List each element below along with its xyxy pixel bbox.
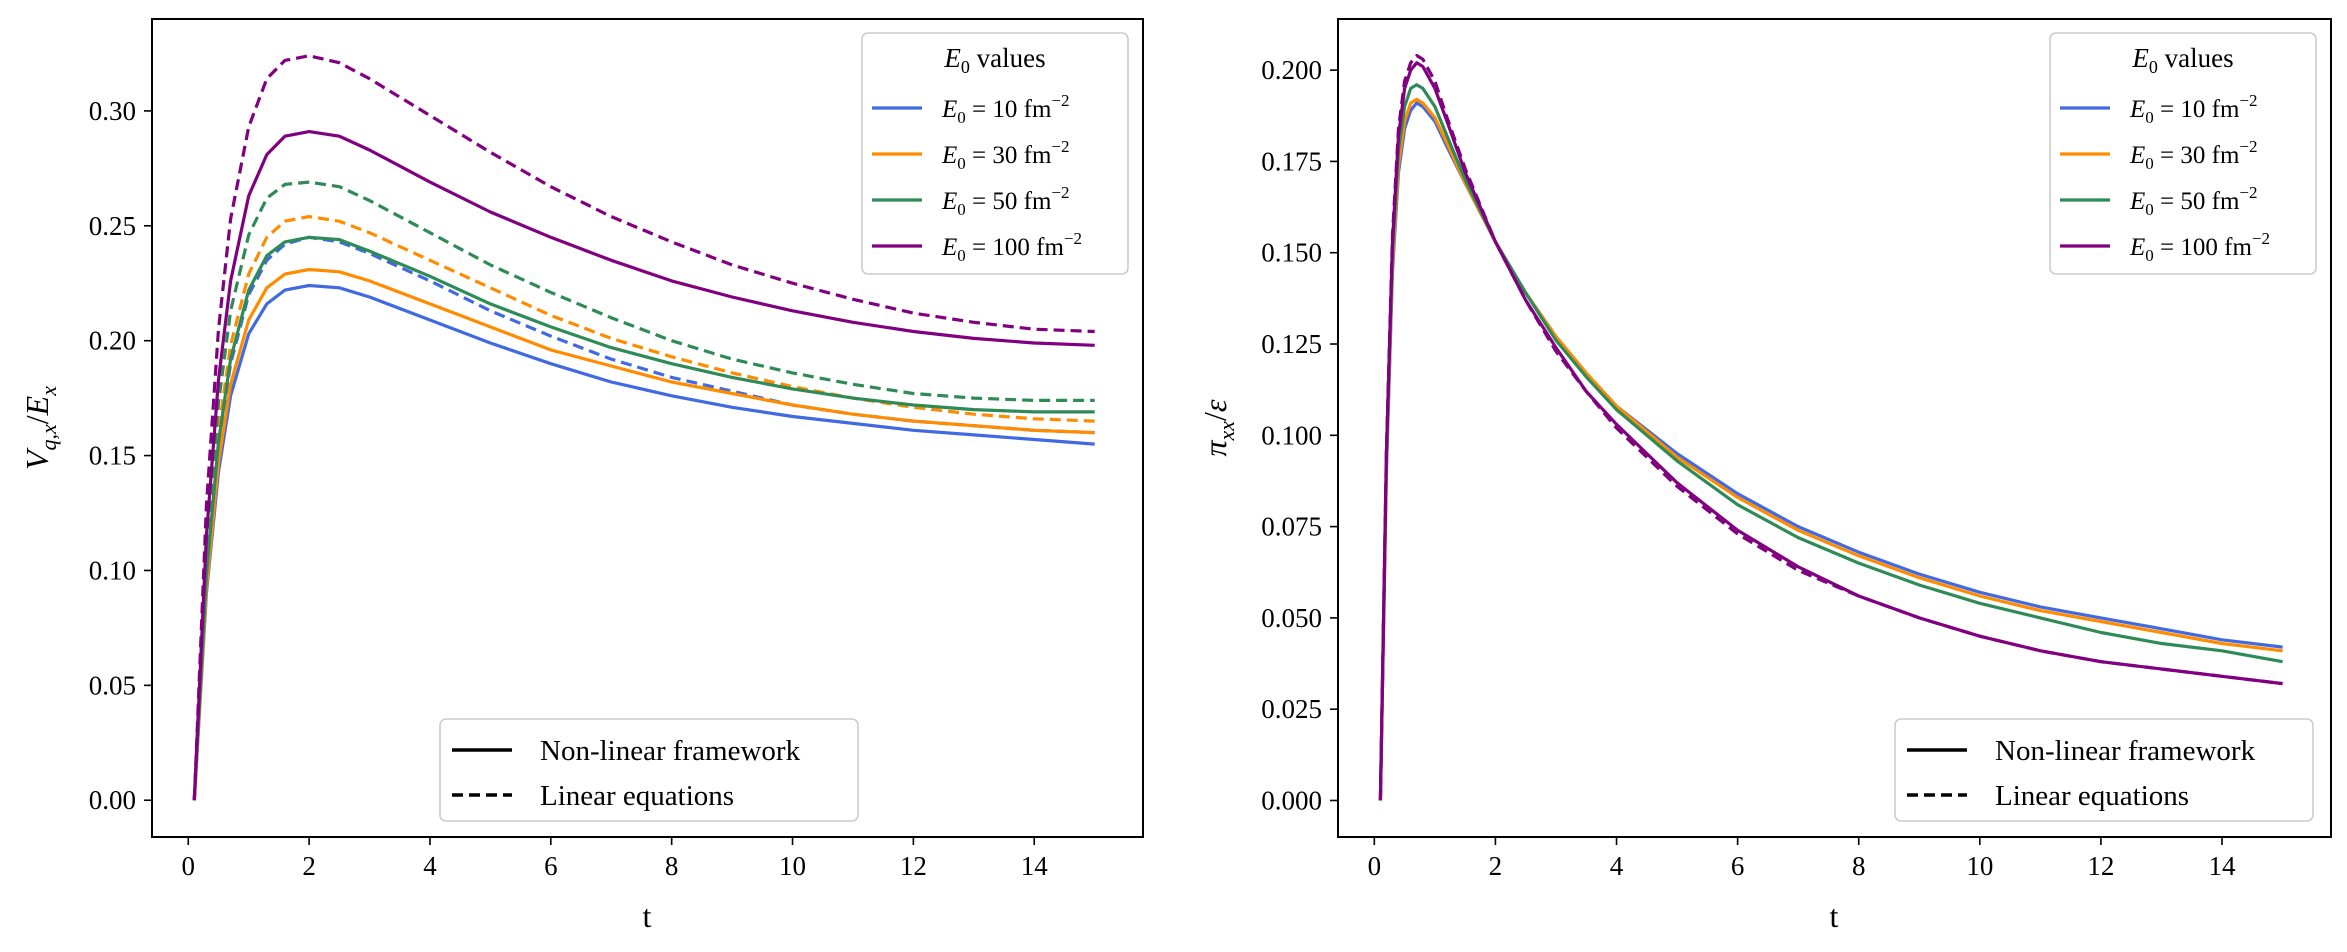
- legend-entry-label: E0 = 100 fm−2: [941, 229, 1082, 265]
- y-tick-label: 0.050: [1261, 603, 1322, 633]
- left-x-axis-label: t: [643, 898, 652, 934]
- x-tick-label: 12: [900, 851, 927, 881]
- right-style-legend: Non-linear framework Linear equations: [1894, 718, 2314, 822]
- legend-title-word: values: [970, 43, 1046, 73]
- left-plot-panel: 0 2 4 6 8 10 12 140.000.050.100.150.200.250.30 …: [19, 18, 1144, 934]
- x-tick-label: 14: [1021, 851, 1049, 881]
- series-line-nonlinear-4: [192, 235, 1095, 801]
- legend-title-sub: 0: [961, 57, 970, 77]
- y-tick-label: 0.25: [89, 211, 136, 241]
- left-style-legend: Non-linear framework Linear equations: [439, 718, 859, 822]
- y-tick-label: 0.15: [89, 441, 136, 471]
- x-tick-label: 10: [1966, 851, 1993, 881]
- legend-entry-label: E0 = 50 fm−2: [2129, 183, 2258, 219]
- right-y-label-sub: xx: [1214, 421, 1239, 442]
- x-tick-label: 6: [1731, 851, 1745, 881]
- right-y-label-eps: ε: [1197, 399, 1233, 412]
- y-tick-label: 0.025: [1261, 694, 1322, 724]
- right-plot-frame: [1337, 18, 2332, 838]
- series-line-nonlinear-6: [192, 130, 1095, 801]
- y-tick-label: 0.00: [89, 785, 136, 815]
- style-legend-box: [1894, 718, 2314, 822]
- legend-title-sub: 0: [2149, 57, 2158, 77]
- y-tick-label: 0.075: [1261, 512, 1322, 542]
- nonlinear-legend-label: Non-linear framework: [540, 735, 801, 767]
- x-tick-label: 14: [2209, 851, 2237, 881]
- series-line-nonlinear-0: [192, 283, 1095, 801]
- y-tick-label: 0.150: [1261, 238, 1322, 268]
- legend-entry-label: E0 = 10 fm−2: [2129, 91, 2258, 127]
- right-y-axis-label: πxx/ε: [1197, 399, 1239, 456]
- x-tick-label: 4: [1610, 851, 1624, 881]
- right-ticks: 0 2 4 6 8 10 12 14 0.000 0.025 0.050 0.075 0.100 0.12…: [1261, 55, 2236, 881]
- linear-legend-label: Linear equations: [540, 780, 734, 812]
- series-legend-title: E0 values: [943, 43, 1045, 77]
- x-tick-label: 4: [423, 851, 437, 881]
- legend-entry-label: E0 = 100 fm−2: [2129, 229, 2270, 265]
- x-tick-label: 12: [2087, 851, 2114, 881]
- right-series: [1378, 53, 2283, 801]
- left-y-label-text: V: [19, 447, 55, 470]
- right-series-legend: E0 values E0 = 10 fm−2 E0 = 30 fm−2 E0 = 50…: [2049, 32, 2317, 275]
- left-y-axis-label: Vq,x/Ex: [19, 386, 61, 470]
- x-tick-label: 8: [1852, 851, 1866, 881]
- y-tick-label: 0.200: [1261, 55, 1322, 85]
- series-line-linear-7: [192, 54, 1095, 801]
- legend-title-symbol: E: [2131, 43, 2149, 73]
- y-tick-label: 0.10: [89, 555, 136, 585]
- x-tick-label: 0: [1368, 851, 1382, 881]
- series-line-linear-5: [192, 180, 1095, 801]
- svg-text:Vq,x/Ex: Vq,x/Ex: [19, 386, 61, 470]
- y-tick-label: 0.125: [1261, 329, 1322, 359]
- x-tick-label: 2: [302, 851, 316, 881]
- right-y-label-pi: π: [1197, 440, 1233, 457]
- left-y-label-den-sub: x: [36, 386, 61, 397]
- y-tick-label: 0.20: [89, 326, 136, 356]
- x-tick-label: 2: [1489, 851, 1503, 881]
- left-ticks: 0 2 4 6 8 10 12 14 0.00 0.05 0.10 0.15 0.20 0.25 0.30: [89, 96, 1048, 881]
- left-series-legend: E0 values E0 = 10 fm−2 E0 = 30 fm−2 E0 = 50…: [861, 32, 1129, 275]
- legend-entry-label: E0 = 30 fm−2: [2129, 137, 2258, 173]
- right-x-axis-label: t: [1830, 898, 1839, 934]
- left-y-label-sub: q,x: [36, 424, 61, 451]
- y-tick-label: 0.30: [89, 96, 136, 126]
- legend-entry-label: E0 = 10 fm−2: [941, 91, 1070, 127]
- series-legend-box: [2049, 32, 2317, 275]
- nonlinear-legend-label: Non-linear framework: [1995, 735, 2256, 767]
- x-tick-label: 6: [544, 851, 558, 881]
- left-plot-frame: [151, 18, 1144, 838]
- svg-text:πxx/ε: πxx/ε: [1197, 399, 1239, 456]
- legend-entry-label: E0 = 50 fm−2: [941, 183, 1070, 219]
- legend-entry-label: E0 = 30 fm−2: [941, 137, 1070, 173]
- right-plot-panel: 0 2 4 6 8 10 12 14 0.000 0.025 0.050 0.075 0.100 0.12…: [1197, 18, 2332, 934]
- y-tick-label: 0.100: [1261, 420, 1322, 450]
- x-tick-label: 0: [182, 851, 196, 881]
- right-y-label-slash: /: [1197, 412, 1233, 421]
- left-series: [192, 54, 1095, 801]
- series-legend-title: E0 values: [2131, 43, 2233, 77]
- series-line-nonlinear-2: [1378, 83, 2283, 801]
- legend-title-symbol: E: [943, 43, 961, 73]
- y-tick-label: 0.175: [1261, 146, 1322, 176]
- left-y-label-slash: /: [19, 415, 55, 424]
- series-line-nonlinear-1: [1378, 97, 2283, 801]
- legend-title-word: values: [2158, 43, 2234, 73]
- x-tick-label: 10: [779, 851, 806, 881]
- linear-legend-label: Linear equations: [1995, 780, 2189, 812]
- x-tick-label: 8: [665, 851, 679, 881]
- series-line-nonlinear-2: [192, 267, 1095, 801]
- left-y-label-den: E: [19, 395, 55, 416]
- series-line-linear-4: [1378, 53, 2283, 801]
- series-legend-box: [861, 32, 1129, 275]
- y-tick-label: 0.000: [1261, 785, 1322, 815]
- y-tick-label: 0.05: [89, 670, 136, 700]
- style-legend-box: [439, 718, 859, 822]
